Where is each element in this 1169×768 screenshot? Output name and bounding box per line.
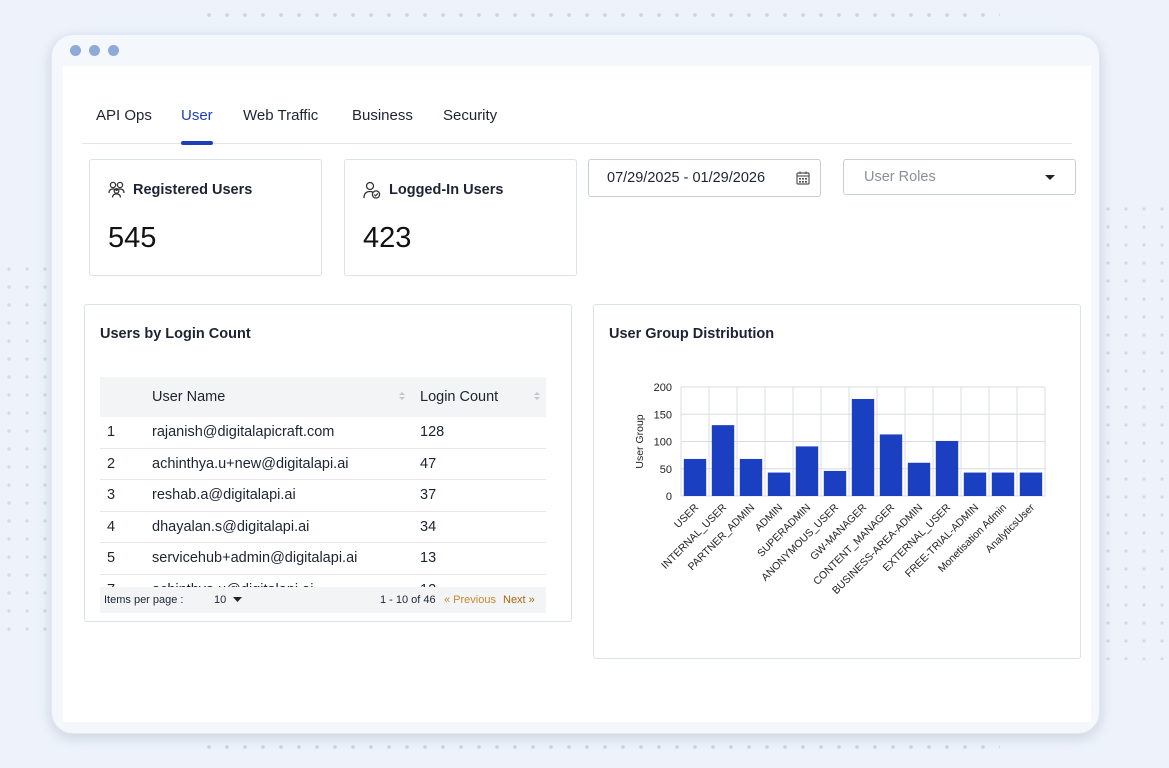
bar [711,425,735,496]
chevron-down-icon[interactable] [233,597,243,603]
bar [879,434,903,496]
table-row: 4 dhayalan.s@digitalapi.ai 34 [100,512,546,543]
sort-user-name-icon[interactable] [399,392,405,402]
y-axis-label: User Group [634,414,646,468]
row-user: servicehub+admin@digitalapi.ai [152,550,358,566]
y-tick-label: 50 [660,464,672,476]
row-user: dhayalan.s@digitalapi.ai [152,518,310,535]
registered-users-label: Registered Users [133,181,253,198]
bar [1019,472,1043,496]
row-rank: 7 [107,581,116,591]
login-count-title: Users by Login Count [100,326,251,342]
table-row: 5 servicehub+admin@digitalapi.ai 13 [100,543,546,575]
bar [935,440,959,496]
row-count: 13 [420,550,437,566]
row-rank: 1 [107,424,116,440]
table-row: 1 rajanish@digitalapicraft.com 128 [100,417,546,449]
previous-page-link[interactable]: « Previous [444,594,496,606]
user-group-title: User Group Distribution [609,326,775,342]
y-tick-label: 0 [666,491,672,503]
logged-in-users-value: 423 [363,222,412,254]
user-check-icon [363,181,381,199]
window-dot-3 [108,45,119,56]
bar [851,398,875,496]
decorative-dots-left [0,260,50,640]
chevron-down-icon[interactable] [1045,175,1055,180]
row-count: 37 [420,487,437,503]
user-roles-placeholder: User Roles [864,169,936,185]
column-header-login-count[interactable]: Login Count [420,389,499,405]
y-tick-label: 200 [654,382,672,394]
date-range-input[interactable]: 07/29/2025 - 01/29/2026 [588,159,821,197]
bar [963,472,987,496]
y-tick-label: 150 [654,409,672,421]
users-group-icon [108,181,125,198]
table-pager: Items per page : 10 1 - 10 of 46 « Previ… [100,587,546,613]
bar [795,446,819,496]
table-header: User Name Login Count [100,377,546,417]
bar [767,472,791,496]
column-header-user-name[interactable]: User Name [152,389,226,405]
user-group-bar-chart: 050100150200USERINTERNAL_USERPARTNER_ADM… [634,382,1046,597]
table-row: 7 achinthya.u@digitalapi.ai 12 [100,575,546,591]
pager-range: 1 - 10 of 46 [380,594,436,606]
table-row: 3 reshab.a@digitalapi.ai 37 [100,480,546,512]
decorative-dots-top [200,6,1000,30]
date-range-value: 07/29/2025 - 01/29/2026 [607,170,766,186]
items-per-page-label: Items per page : [104,594,184,606]
decorative-dots-right [1099,200,1169,660]
bar [907,462,931,496]
tab-business[interactable]: Business [352,107,413,124]
row-rank: 2 [107,455,116,472]
row-rank: 3 [107,487,116,503]
row-count: 47 [420,455,437,472]
window-dot-1 [70,45,81,56]
calendar-icon[interactable] [796,171,810,185]
next-page-link[interactable]: Next » [503,594,535,606]
login-count-table[interactable]: User Name Login Count 1 rajanish@digital… [100,377,546,590]
logged-in-users-card: Logged-In Users 423 [344,159,577,276]
y-tick-label: 100 [654,437,672,449]
login-count-panel: Users by Login Count User Name Login Cou… [84,304,572,622]
tab-user[interactable]: User [181,106,213,145]
logged-in-users-title: Logged-In Users [363,181,503,199]
sort-login-count-icon[interactable] [534,392,540,402]
decorative-dots-bottom [200,738,1000,762]
registered-users-value: 545 [108,222,157,254]
row-count: 34 [420,518,437,535]
row-rank: 5 [107,550,116,566]
logged-in-users-label: Logged-In Users [389,182,504,198]
tab-api-ops[interactable]: API Ops [96,107,152,124]
window-dot-2 [89,45,100,56]
user-group-panel: User Group Distribution 0 50 100 150 200 USER… [593,304,1081,659]
row-count: 12 [420,581,437,591]
dashboard-content: API Ops User Web Traffic Business Securi… [63,66,1091,722]
row-rank: 4 [107,518,116,535]
row-user: reshab.a@digitalapi.ai [152,487,296,503]
row-user: rajanish@digitalapicraft.com [152,424,335,440]
x-tick-label: AnalyticsUser [983,501,1037,555]
app-window: API Ops User Web Traffic Business Securi… [51,34,1100,734]
bar [683,458,707,496]
row-count: 128 [420,424,445,440]
row-user: achinthya.u@digitalapi.ai [152,581,314,591]
bar [739,458,763,496]
items-per-page-value: 10 [214,594,227,606]
items-per-page-select[interactable]: 10 [214,594,243,606]
tab-bar: API Ops User Web Traffic Business Securi… [82,106,1072,145]
table-row: 2 achinthya.u+new@digitalapi.ai 47 [100,449,546,480]
row-user: achinthya.u+new@digitalapi.ai [152,455,349,472]
registered-users-title: Registered Users [108,181,252,198]
tab-web-traffic[interactable]: Web Traffic [243,107,319,124]
registered-users-card: Registered Users 545 [89,159,322,276]
user-roles-select[interactable]: User Roles [843,159,1076,195]
bar [991,472,1015,496]
bar [823,470,847,496]
tab-security[interactable]: Security [443,107,498,124]
